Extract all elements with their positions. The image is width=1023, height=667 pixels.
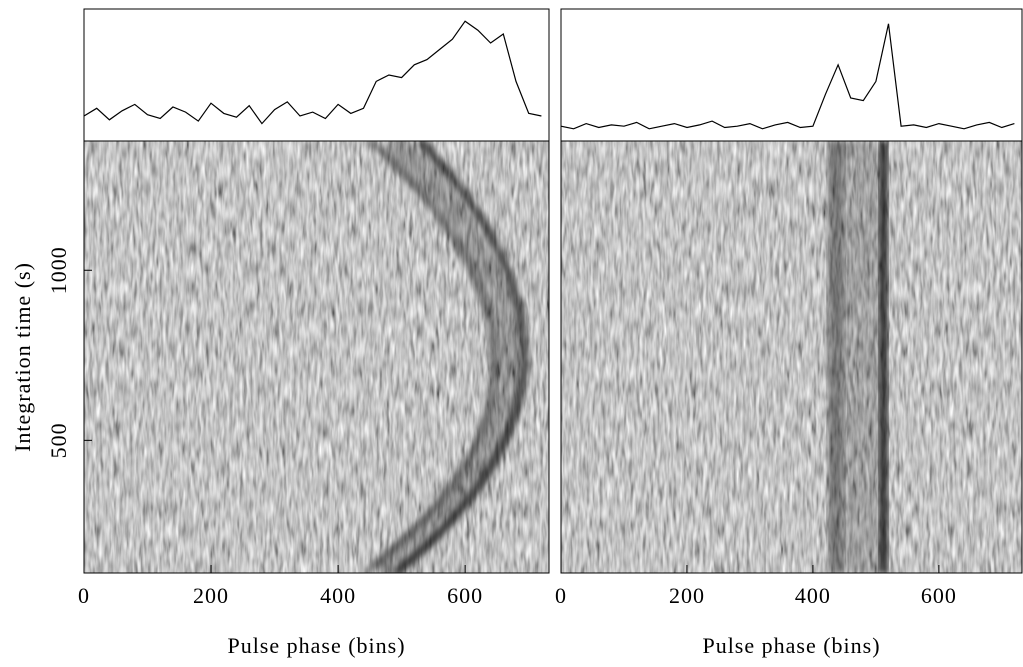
x-tick-label: 0 [78,583,90,608]
x-axis-label: Pulse phase (bins) [227,633,405,658]
x-tick-label: 600 [447,583,483,608]
profile-line [560,23,1015,130]
x-tick-label: 200 [193,583,229,608]
x-tick-label: 0 [555,583,567,608]
x-tick-label: 600 [921,583,957,608]
y-tick-label: 1000 [46,246,71,294]
y-axis-label: Integration time (s) [10,262,35,452]
image-right [561,141,1022,573]
x-tick-label: 200 [669,583,705,608]
frame [560,8,1023,574]
x-axis-label: Pulse phase (bins) [702,633,880,658]
profile-line [83,20,542,125]
y-tick-label: 500 [46,422,71,458]
frame [83,8,550,574]
image-left [84,141,549,573]
x-tick-label: 400 [795,583,831,608]
x-tick-label: 400 [320,583,356,608]
